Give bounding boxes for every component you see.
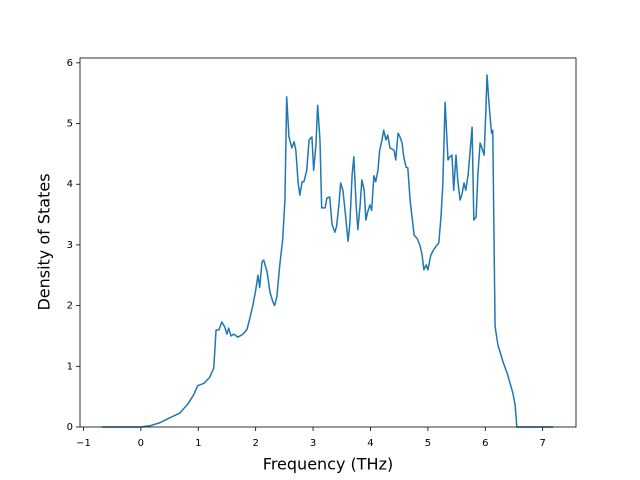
x-tick-label: 5 <box>425 438 431 449</box>
series-line <box>101 74 554 428</box>
x-tick-label: 1 <box>195 438 201 449</box>
x-tick-label: −1 <box>76 438 91 449</box>
x-tick-label: 0 <box>138 438 144 449</box>
y-tick-label: 5 <box>67 119 73 130</box>
x-tick-label: 6 <box>482 438 488 449</box>
y-tick-label: 4 <box>67 179 73 190</box>
y-axis-label: Density of States <box>35 173 54 310</box>
y-tick-label: 1 <box>67 361 73 372</box>
x-tick-label: 4 <box>367 438 373 449</box>
y-tick-label: 6 <box>67 58 73 69</box>
x-tick-label: 3 <box>310 438 316 449</box>
x-tick-label: 2 <box>252 438 258 449</box>
x-tick-label: 7 <box>540 438 546 449</box>
x-axis-label: Frequency (THz) <box>263 455 393 474</box>
plot-frame <box>79 57 577 428</box>
y-tick-label: 0 <box>67 422 73 433</box>
y-tick-label: 2 <box>67 301 73 312</box>
y-tick-label: 3 <box>67 240 73 251</box>
